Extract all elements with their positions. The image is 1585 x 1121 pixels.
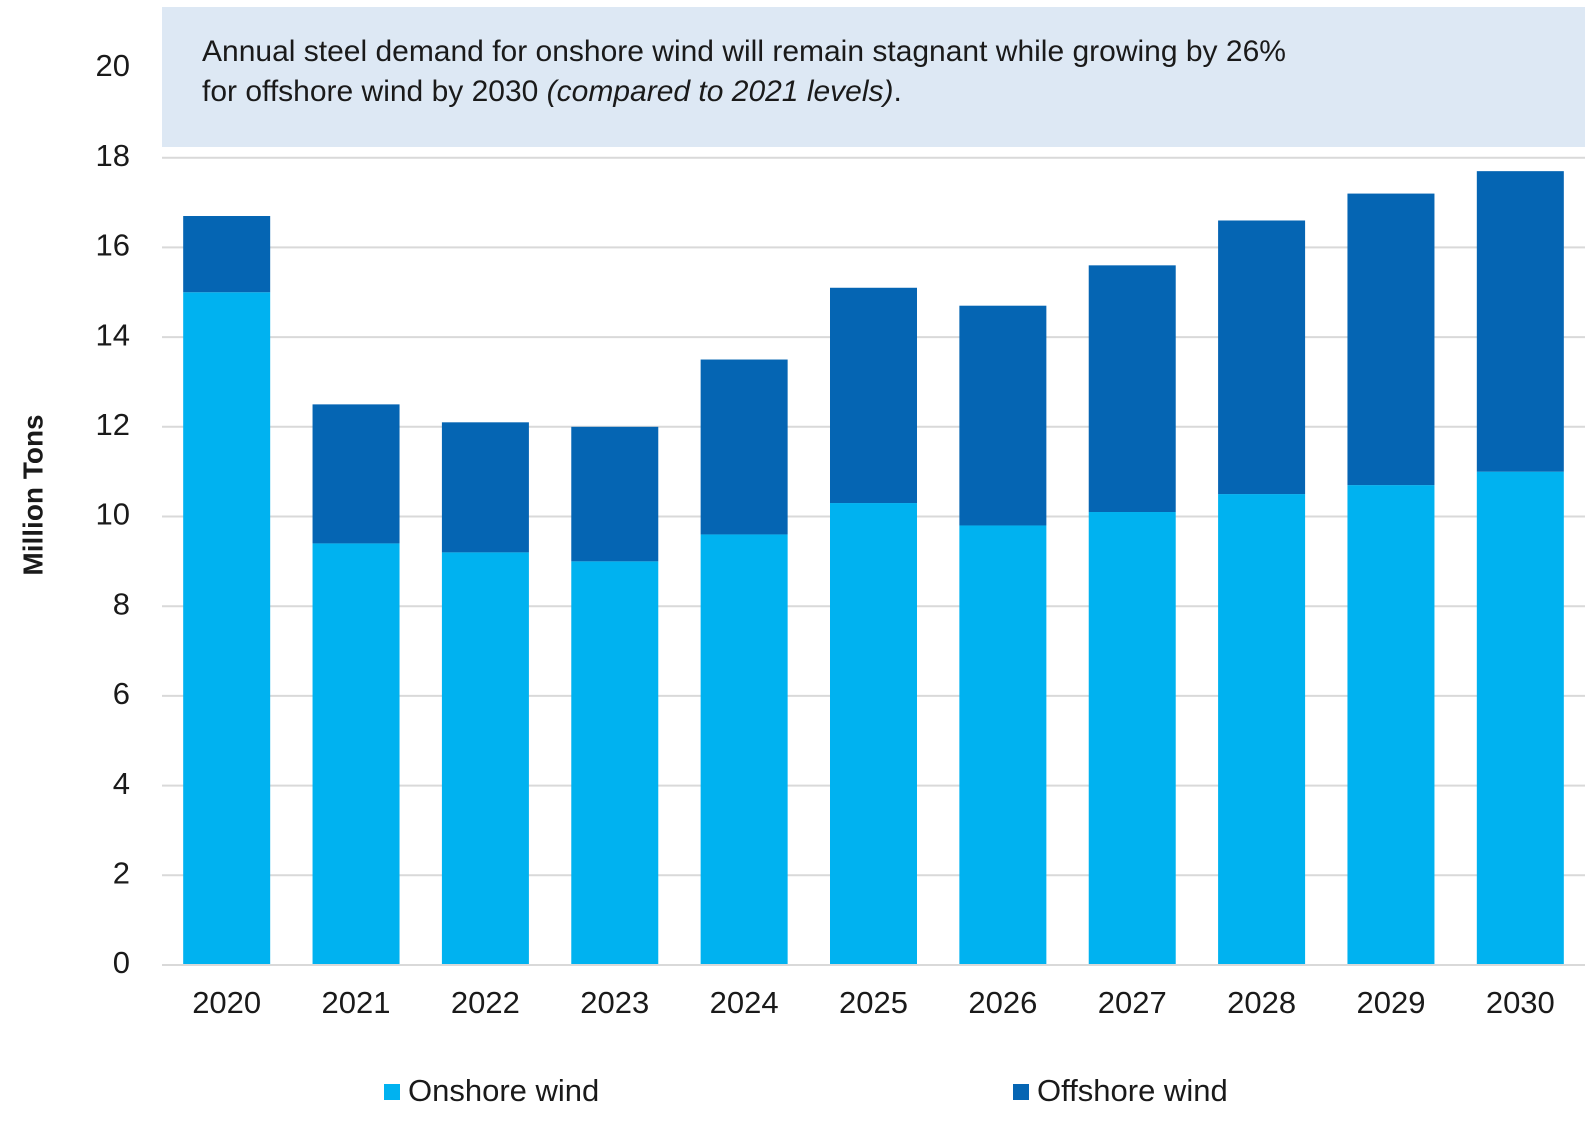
x-tick-label: 2030 <box>1486 985 1555 1020</box>
y-tick-label: 6 <box>113 676 130 711</box>
bar-segment <box>830 287 917 504</box>
x-tick-label: 2020 <box>192 985 261 1020</box>
x-tick-label: 2028 <box>1227 985 1296 1020</box>
y-tick-label: 12 <box>96 407 130 442</box>
x-tick-label: 2026 <box>968 985 1037 1020</box>
x-tick-label: 2024 <box>710 985 779 1020</box>
annotation: Annual steel demand for onshore wind wil… <box>202 35 1286 68</box>
bar-segment <box>959 525 1047 965</box>
legend-swatch <box>384 1084 400 1100</box>
bar-segment <box>1218 220 1306 495</box>
x-tick-label: 2021 <box>322 985 391 1020</box>
y-tick-label: 0 <box>113 945 130 980</box>
bar-segment <box>1476 171 1564 472</box>
bar-segment <box>1088 265 1176 513</box>
bar-segment <box>1347 193 1435 486</box>
y-tick-label: 16 <box>96 228 130 263</box>
legend-swatch <box>1013 1084 1029 1100</box>
y-tick-label: 8 <box>113 586 130 621</box>
bar-segment <box>1476 471 1564 965</box>
annotation-box <box>162 7 1585 147</box>
x-tick-label: 2023 <box>580 985 649 1020</box>
bar-segment <box>183 292 271 965</box>
annotation-end: . <box>894 75 902 108</box>
bar-segment <box>700 359 788 535</box>
bar-segment <box>830 503 917 965</box>
x-tick-label: 2029 <box>1356 985 1425 1020</box>
legend-label: Onshore wind <box>408 1073 599 1108</box>
y-axis-label: Million Tons <box>17 414 48 575</box>
y-tick-label: 2 <box>113 855 130 890</box>
y-tick-label: 18 <box>96 138 130 173</box>
bar-segment <box>183 216 271 293</box>
bar-segment <box>441 552 529 965</box>
bar-segment <box>700 534 788 965</box>
annotation-italic: (compared to 2021 levels) <box>547 75 894 108</box>
bar-segment <box>959 305 1047 526</box>
bar-segment <box>441 422 529 553</box>
bar-segment <box>1088 512 1176 965</box>
y-tick-label: 14 <box>96 317 130 352</box>
x-tick-label: 2022 <box>451 985 520 1020</box>
annotation: for offshore wind by 2030 (compared to 2… <box>202 75 902 108</box>
y-tick-label: 10 <box>96 497 130 532</box>
bar-segment <box>1218 494 1306 965</box>
x-tick-label: 2025 <box>839 985 908 1020</box>
y-tick-label: 4 <box>113 766 130 801</box>
bar-segment <box>571 426 659 562</box>
bar-segment <box>312 543 400 965</box>
bar-segment <box>312 404 400 544</box>
legend-label: Offshore wind <box>1037 1073 1228 1108</box>
bar-segment <box>571 561 659 965</box>
x-tick-label: 2027 <box>1098 985 1167 1020</box>
y-tick-label: 20 <box>96 48 130 83</box>
annotation-text: for offshore wind by 2030 <box>202 75 547 108</box>
bar-segment <box>1347 485 1435 965</box>
